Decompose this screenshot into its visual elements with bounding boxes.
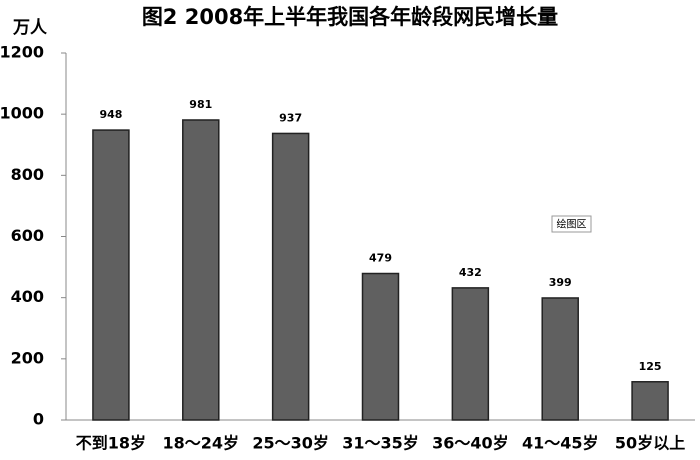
data-label: 948 — [99, 108, 122, 121]
x-tick-label: 不到18岁 — [76, 434, 146, 453]
tooltip: 绘图区 — [551, 215, 592, 233]
x-tick-label: 50岁以上 — [615, 434, 685, 453]
data-label: 937 — [279, 111, 302, 124]
x-tick-label: 36～40岁 — [432, 434, 509, 453]
chart-title: 图2 2008年上半年我国各年龄段网民增长量 — [142, 5, 558, 29]
data-label: 981 — [189, 98, 212, 111]
x-tick-label: 18～24岁 — [163, 434, 240, 453]
bar — [271, 132, 310, 421]
data-label: 432 — [459, 266, 482, 279]
data-label: 125 — [639, 360, 662, 373]
y-axis-label: 万人 — [12, 18, 48, 38]
y-tick-label: 400 — [11, 287, 44, 306]
bar — [182, 119, 220, 421]
tooltip-box — [551, 215, 592, 233]
bar — [361, 272, 400, 421]
x-tick-label: 41～45岁 — [522, 434, 599, 453]
y-tick-label: 800 — [11, 165, 44, 184]
bar — [92, 129, 130, 421]
x-tick-label: 25～30岁 — [252, 434, 329, 453]
bar — [541, 297, 579, 421]
y-tick-label: 200 — [11, 348, 44, 367]
x-tick-label: 31～35岁 — [342, 434, 419, 453]
bar — [451, 287, 490, 421]
data-label: 479 — [369, 252, 392, 265]
y-tick-label: 0 — [33, 410, 44, 429]
tooltip-text: 绘图区 — [557, 218, 587, 231]
bar — [631, 381, 669, 421]
y-tick-label: 600 — [11, 226, 44, 245]
data-label: 399 — [549, 276, 572, 289]
y-tick-label: 1200 — [0, 43, 44, 62]
y-tick-label: 1000 — [0, 104, 44, 123]
